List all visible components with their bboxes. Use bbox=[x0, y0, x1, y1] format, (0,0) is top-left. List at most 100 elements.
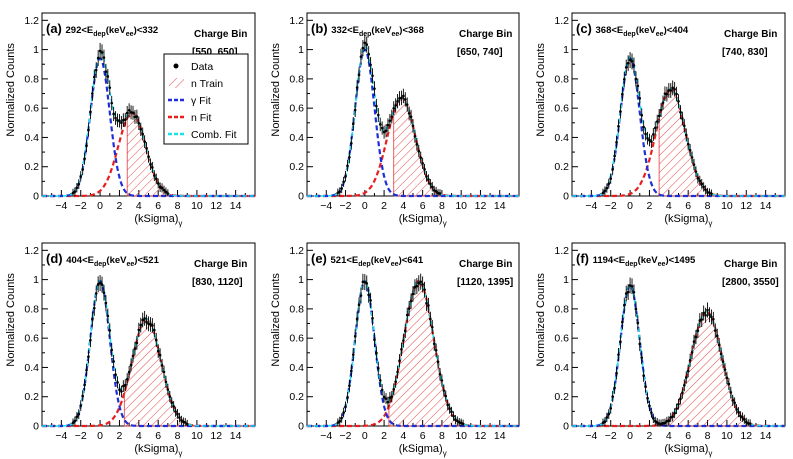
x-tick-label: 12 bbox=[740, 430, 752, 442]
data-point bbox=[638, 342, 642, 346]
x-tick-label: 10 bbox=[721, 430, 733, 442]
data-point bbox=[442, 389, 446, 392]
x-tick-label: 10 bbox=[191, 430, 203, 442]
data-point bbox=[89, 338, 92, 342]
data-point bbox=[601, 421, 605, 425]
data-point bbox=[100, 283, 104, 286]
data-point bbox=[686, 142, 690, 146]
data-point bbox=[96, 56, 100, 60]
x-tick-label: 6 bbox=[685, 430, 691, 442]
x-tick-label: 14 bbox=[230, 200, 242, 212]
panel-title: (c) 368<Edep(keVee)<404 bbox=[576, 21, 689, 38]
data-point bbox=[423, 288, 426, 291]
panel-b: 0 0.2 0.4 0.6 0.8 1 1.2 −4 −2 0 2 4 6 8 10 12 14 Normaliz… bbox=[270, 12, 520, 228]
data-point bbox=[118, 388, 121, 392]
data-point bbox=[346, 164, 349, 167]
x-tick-label: −4 bbox=[585, 430, 597, 442]
data-point bbox=[340, 416, 343, 420]
x-axis-label: (kSigma)γ bbox=[664, 443, 712, 458]
x-tick-label: −4 bbox=[585, 200, 597, 212]
data-point bbox=[380, 126, 384, 130]
data-point bbox=[694, 335, 698, 339]
data-point bbox=[79, 175, 83, 178]
data-point bbox=[692, 163, 696, 166]
data-point bbox=[619, 340, 622, 344]
data-point bbox=[92, 75, 96, 79]
data-point bbox=[382, 130, 386, 134]
panel-a: 0 0.2 0.4 0.6 0.8 1 1.2 −4 −2 0 2 4 6 8 10 12 14 Normaliz… bbox=[5, 12, 256, 228]
data-point bbox=[344, 405, 347, 409]
data-point bbox=[87, 355, 90, 358]
charge-bin-label: Charge Bin bbox=[724, 259, 777, 270]
comb-fit-curve bbox=[307, 45, 519, 197]
data-point bbox=[719, 352, 723, 356]
x-tick-label: 12 bbox=[740, 200, 752, 212]
data-point bbox=[154, 338, 158, 342]
x-tick-label: 2 bbox=[381, 430, 387, 442]
data-point bbox=[688, 148, 692, 152]
data-point bbox=[123, 118, 127, 122]
x-tick-label: 2 bbox=[117, 200, 123, 212]
data-point bbox=[622, 303, 626, 307]
data-point bbox=[344, 175, 347, 178]
x-tick-label: −4 bbox=[320, 430, 332, 442]
panel-c: 0 0.2 0.4 0.6 0.8 1 1.2 −4 −2 0 2 4 6 8 10 12 14 Normaliz… bbox=[535, 12, 786, 228]
data-point bbox=[110, 348, 114, 352]
data-point bbox=[133, 347, 137, 350]
data-point bbox=[677, 402, 680, 406]
data-point bbox=[696, 329, 700, 333]
x-tick-label: 14 bbox=[760, 200, 772, 212]
data-point bbox=[367, 293, 370, 297]
data-point bbox=[127, 370, 131, 374]
data-point bbox=[415, 284, 419, 288]
data-point bbox=[706, 191, 709, 194]
x-tick-label: 8 bbox=[439, 430, 445, 442]
data-point bbox=[402, 339, 405, 342]
x-tick-label: 2 bbox=[381, 200, 387, 212]
data-point bbox=[145, 146, 148, 150]
data-point bbox=[382, 395, 386, 399]
data-point bbox=[708, 313, 711, 317]
data-point bbox=[663, 421, 667, 425]
data-point bbox=[168, 395, 172, 398]
data-point bbox=[665, 419, 669, 423]
y-tick-label: 0.6 bbox=[554, 333, 569, 345]
data-point bbox=[717, 343, 721, 347]
data-point bbox=[675, 407, 678, 411]
data-point bbox=[135, 341, 139, 345]
data-point bbox=[71, 191, 75, 195]
data-point bbox=[153, 174, 156, 177]
data-point bbox=[176, 412, 179, 416]
data-point bbox=[436, 360, 440, 364]
data-point bbox=[149, 323, 152, 326]
data-point bbox=[607, 182, 611, 185]
data-point bbox=[621, 320, 624, 324]
x-tick-label: −4 bbox=[320, 200, 332, 212]
data-point bbox=[609, 407, 613, 410]
plot-frame bbox=[571, 242, 786, 427]
x-tick-label: 14 bbox=[230, 430, 242, 442]
data-point bbox=[91, 92, 94, 95]
y-tick-label: 1.2 bbox=[289, 245, 304, 257]
data-point bbox=[657, 422, 661, 425]
data-point bbox=[405, 103, 409, 106]
data-point bbox=[615, 371, 618, 375]
data-point bbox=[75, 186, 79, 190]
data-point bbox=[452, 414, 455, 418]
charge-bin-label: Charge Bin bbox=[194, 259, 247, 270]
data-point bbox=[104, 301, 108, 305]
data-point bbox=[400, 96, 403, 100]
data-point bbox=[81, 168, 84, 171]
data-point bbox=[748, 422, 752, 425]
data-point bbox=[110, 101, 114, 105]
data-point bbox=[114, 373, 117, 376]
y-tick-label: 0.4 bbox=[554, 362, 569, 374]
data-point bbox=[384, 129, 388, 133]
data-point bbox=[359, 294, 363, 297]
data-point bbox=[448, 407, 451, 410]
data-point bbox=[71, 421, 75, 425]
x-tick-label: 4 bbox=[666, 200, 672, 212]
data-point bbox=[160, 364, 164, 367]
data-point bbox=[450, 410, 453, 414]
y-tick-label: 0.6 bbox=[554, 103, 569, 115]
